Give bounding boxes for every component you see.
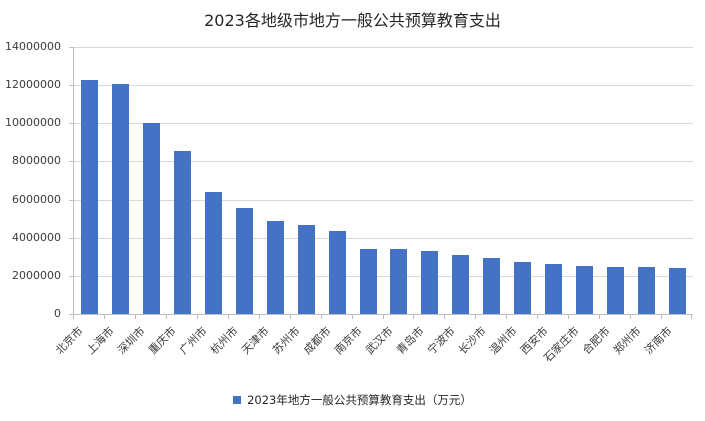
bar-西安市 xyxy=(545,264,563,314)
bar-济南市 xyxy=(669,267,687,314)
x-axis-tick-label: 成都市 xyxy=(301,324,334,357)
y-axis-tick-label: 0 xyxy=(54,307,61,320)
x-axis-tick-mark xyxy=(73,315,74,319)
x-axis-tick-mark xyxy=(444,315,446,319)
bar-合肥市 xyxy=(607,266,625,314)
x-axis-tick-label: 合肥市 xyxy=(579,324,613,357)
bar-苏州市 xyxy=(297,225,315,314)
y-axis-tick-label: 12000000 xyxy=(5,78,61,92)
x-axis-tick-label: 长沙市 xyxy=(455,324,489,357)
bar-上海市 xyxy=(111,84,129,314)
x-axis-tick-mark xyxy=(227,315,229,319)
x-axis-tick-mark xyxy=(599,315,601,319)
x-axis-tick-mark xyxy=(134,315,136,319)
x-axis-tick-mark xyxy=(506,315,508,319)
x-axis-tick-mark xyxy=(537,315,539,319)
bar-深圳市 xyxy=(142,123,160,314)
x-axis-tick-mark xyxy=(165,315,167,319)
gridline xyxy=(74,161,693,163)
y-axis-tick-mark xyxy=(69,314,73,315)
x-axis-tick-mark xyxy=(630,315,632,319)
x-axis-tick-label: 北京市 xyxy=(53,324,87,357)
y-axis-tick-label: 14000000 xyxy=(5,40,61,53)
x-axis-tick-mark xyxy=(413,315,415,319)
x-axis-tick-mark xyxy=(196,315,198,319)
x-axis-tick-mark xyxy=(320,315,322,319)
gridline xyxy=(74,85,693,87)
x-axis-tick-mark xyxy=(351,315,353,319)
y-axis-tick-mark xyxy=(69,85,73,87)
gridline xyxy=(74,199,693,201)
legend: 2023年地方一般公共预算教育支出（万元） xyxy=(0,391,705,409)
y-axis-tick-label: 6000000 xyxy=(12,192,61,206)
bar-北京市 xyxy=(80,80,98,314)
gridline xyxy=(74,275,693,277)
x-axis-tick-mark xyxy=(289,315,291,319)
bar-重庆市 xyxy=(173,150,191,314)
x-axis-tick-label: 上海市 xyxy=(84,324,118,357)
x-axis-tick-label: 天津市 xyxy=(239,324,272,357)
y-axis-tick-mark xyxy=(69,161,73,163)
y-axis-tick-mark xyxy=(69,123,73,125)
x-axis-tick-label: 温州市 xyxy=(486,324,520,357)
x-axis-tick-label: 济南市 xyxy=(641,324,675,357)
gridline xyxy=(74,237,693,239)
bar-南京市 xyxy=(359,248,377,314)
x-axis-tick-labels: 北京市 上海市 深圳市 重庆市 广州市 杭州市 天津市 苏州市 成都市 南京市 武汉市 青岛市 宁波市长… xyxy=(54,319,692,379)
y-axis-tick-label: 10000000 xyxy=(5,116,61,130)
bar-杭州市 xyxy=(235,208,253,314)
x-axis-tick-label: 青岛市 xyxy=(394,324,427,357)
y-axis-tick-label: 2000000 xyxy=(12,268,61,282)
y-axis-tick-labels: 0 2000000 4000000 6000000 8000000 10000000 120… xyxy=(0,40,66,320)
x-axis-tick-mark xyxy=(691,315,692,319)
x-axis-tick-label: 重庆市 xyxy=(146,324,179,357)
plot-area xyxy=(73,47,693,315)
x-axis-tick-label: 南京市 xyxy=(332,324,365,357)
x-axis-tick-label: 苏州市 xyxy=(270,324,303,357)
y-axis-tick-label: 4000000 xyxy=(12,230,61,244)
x-axis-tick-label: 宁波市 xyxy=(424,324,458,357)
bar-温州市 xyxy=(514,261,532,314)
bar-郑州市 xyxy=(638,266,656,314)
y-axis-tick-mark xyxy=(69,47,73,48)
bar-青岛市 xyxy=(421,250,439,314)
bar-武汉市 xyxy=(390,249,408,314)
y-axis-tick-mark xyxy=(69,275,73,277)
legend-series-label: 2023年地方一般公共预算教育支出（万元） xyxy=(247,393,472,407)
x-axis-tick-mark xyxy=(568,315,570,319)
bar-长沙市 xyxy=(483,257,501,314)
x-axis-tick-mark xyxy=(258,315,260,319)
x-axis-tick-mark xyxy=(382,315,384,319)
y-axis-tick-label: 8000000 xyxy=(12,154,61,168)
gridline xyxy=(74,47,693,48)
bar-宁波市 xyxy=(452,254,470,314)
y-axis-tick-mark xyxy=(69,199,73,201)
x-axis-tick-mark xyxy=(103,315,105,319)
gridline xyxy=(74,123,693,125)
x-axis-tick-label: 广州市 xyxy=(177,324,210,357)
x-axis-tick-label: 郑州市 xyxy=(610,324,644,357)
x-axis-tick-mark xyxy=(475,315,477,319)
bar-成都市 xyxy=(328,231,346,314)
x-axis-tick-label: 深圳市 xyxy=(115,324,148,357)
x-axis-tick-mark xyxy=(661,315,663,319)
x-axis-tick-label: 杭州市 xyxy=(208,324,241,357)
y-axis-tick-mark xyxy=(69,237,73,239)
bar-天津市 xyxy=(266,220,284,314)
x-axis-tick-label: 武汉市 xyxy=(363,324,396,357)
bar-石家庄市 xyxy=(576,266,594,314)
legend-color-swatch-icon xyxy=(233,396,242,404)
chart-title: 2023各地级市地方一般公共预算教育支出 xyxy=(204,11,501,30)
bar-广州市 xyxy=(204,191,222,314)
